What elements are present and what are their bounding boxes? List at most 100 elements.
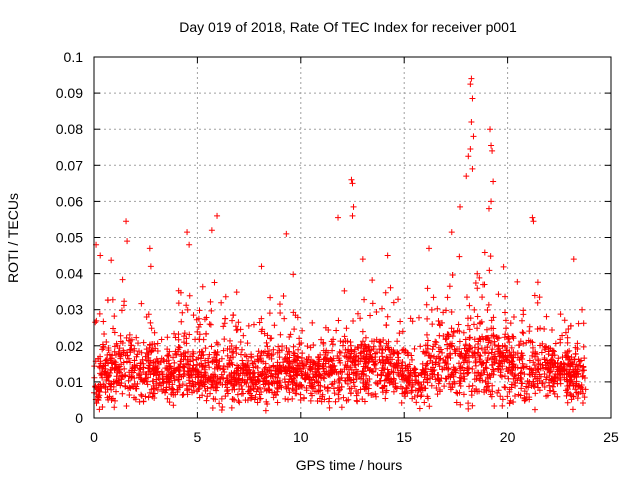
data-point	[256, 319, 263, 326]
data-point	[391, 349, 398, 356]
data-point	[166, 399, 173, 406]
data-point	[211, 279, 218, 286]
data-point	[496, 363, 503, 370]
data-point	[443, 307, 450, 314]
data-point	[167, 370, 174, 377]
data-point	[365, 358, 372, 365]
data-point	[330, 385, 337, 392]
data-point	[293, 371, 300, 378]
data-point	[531, 383, 538, 390]
data-point	[320, 356, 327, 363]
data-point	[471, 344, 478, 351]
data-point	[379, 359, 386, 366]
data-point	[441, 365, 448, 372]
data-point	[285, 348, 292, 355]
data-point	[516, 342, 523, 349]
data-point	[135, 370, 142, 377]
data-point	[474, 285, 481, 292]
data-point	[518, 317, 525, 324]
data-point	[399, 328, 406, 335]
data-point	[395, 296, 402, 303]
data-point	[567, 361, 574, 368]
data-point	[350, 317, 357, 324]
data-point	[572, 366, 579, 373]
data-point	[427, 354, 434, 361]
data-point	[335, 317, 342, 324]
data-point	[469, 95, 476, 102]
data-point	[275, 343, 282, 350]
data-point	[442, 359, 449, 366]
data-point	[245, 322, 252, 329]
data-point	[218, 371, 225, 378]
data-point	[149, 346, 156, 353]
data-point	[175, 300, 182, 307]
data-point	[140, 377, 147, 384]
data-point	[405, 352, 412, 359]
data-point	[446, 283, 453, 290]
data-point	[429, 359, 436, 366]
data-point	[470, 133, 477, 140]
data-point	[110, 325, 117, 332]
data-point	[447, 374, 454, 381]
data-point	[209, 404, 216, 411]
data-point	[387, 284, 394, 291]
data-point	[310, 374, 317, 381]
data-point	[310, 342, 317, 349]
data-point	[154, 364, 161, 371]
data-point	[417, 343, 424, 350]
data-point	[546, 372, 553, 379]
data-point	[399, 358, 406, 365]
data-point	[230, 354, 237, 361]
data-point	[382, 389, 389, 396]
data-point	[286, 389, 293, 396]
data-point	[184, 229, 191, 236]
y-axis-label: ROTI / TECUs	[5, 193, 21, 283]
data-point	[230, 374, 237, 381]
data-point	[526, 365, 533, 372]
data-point	[224, 363, 231, 370]
data-point	[296, 383, 303, 390]
data-point	[416, 405, 423, 412]
data-point	[435, 380, 442, 387]
data-point	[193, 316, 200, 323]
data-point	[485, 205, 492, 212]
data-point	[322, 349, 329, 356]
data-point	[343, 325, 350, 332]
data-point	[467, 315, 474, 322]
data-point	[142, 353, 149, 360]
data-point	[118, 307, 125, 314]
data-point	[138, 349, 145, 356]
data-point	[377, 377, 384, 384]
data-point	[131, 357, 138, 364]
data-point	[209, 358, 216, 365]
data-point	[344, 338, 351, 345]
data-point	[431, 353, 438, 360]
data-point	[331, 390, 338, 397]
data-point	[111, 378, 118, 385]
data-point	[195, 380, 202, 387]
data-point	[474, 325, 481, 332]
data-point	[145, 374, 152, 381]
data-point	[117, 332, 124, 339]
data-point	[557, 311, 564, 318]
data-point	[330, 355, 337, 362]
data-point	[489, 388, 496, 395]
data-point	[366, 376, 373, 383]
data-point	[461, 345, 468, 352]
data-point	[214, 212, 221, 219]
data-point	[243, 353, 250, 360]
data-point	[491, 403, 498, 410]
data-point	[115, 350, 122, 357]
x-tick-label: 0	[90, 429, 98, 445]
data-point	[396, 330, 403, 337]
data-point	[397, 367, 404, 374]
data-point	[464, 322, 471, 329]
data-point	[381, 366, 388, 373]
data-point	[538, 349, 545, 356]
data-point	[476, 274, 483, 281]
data-point	[490, 333, 497, 340]
data-point	[390, 388, 397, 395]
data-point	[580, 320, 587, 327]
data-point	[315, 388, 322, 395]
